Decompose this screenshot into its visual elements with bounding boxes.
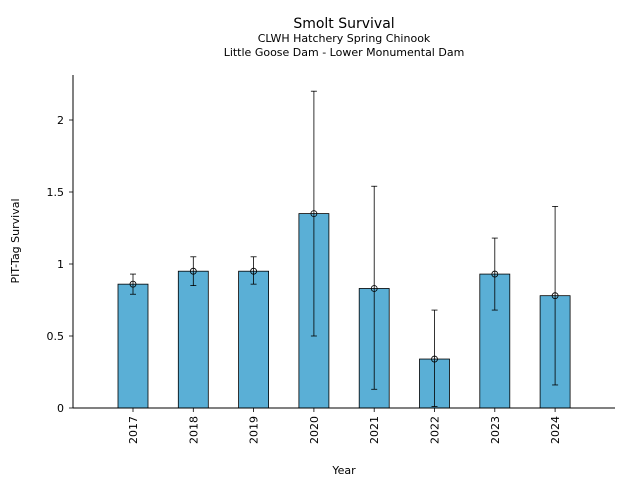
y-ticks-group: 0 0.5 1 1.5 2 xyxy=(47,114,73,415)
errorbars-group xyxy=(130,90,559,407)
x-ticks-group: 2017 2018 2019 2020 2021 2022 2023 2024 xyxy=(127,408,562,444)
y-axis-label: PIT-Tag Survival xyxy=(9,198,22,283)
bar-2023 xyxy=(479,273,511,409)
x-tick-label-2022: 2022 xyxy=(429,416,442,444)
y-tick-label-0: 0 xyxy=(57,402,64,415)
x-tick-label-2023: 2023 xyxy=(489,416,502,444)
y-tick-label-2: 1 xyxy=(57,258,64,271)
chart-subtitle-line-2: Little Goose Dam - Lower Monumental Dam xyxy=(224,46,465,59)
x-tick-label-2019: 2019 xyxy=(248,416,261,444)
x-axis-label: Year xyxy=(331,464,356,477)
point-marker-2018 xyxy=(189,267,197,275)
chart-title: Smolt Survival xyxy=(293,16,394,32)
chart-subtitle-line-1: CLWH Hatchery Spring Chinook xyxy=(258,32,431,45)
bars-group xyxy=(117,213,571,409)
y-tick-label-3: 1.5 xyxy=(47,186,65,199)
x-tick-label-2021: 2021 xyxy=(368,416,381,444)
x-tick-label-2020: 2020 xyxy=(308,416,321,444)
bar-2019 xyxy=(238,270,270,409)
y-tick-label-4: 2 xyxy=(57,114,64,127)
point-marker-2022 xyxy=(431,355,438,363)
x-tick-label-2017: 2017 xyxy=(127,416,140,444)
point-marker-2021 xyxy=(370,285,378,292)
point-marker-2023 xyxy=(491,270,499,278)
point-marker-2020 xyxy=(310,210,318,218)
point-marker-2019 xyxy=(250,267,258,275)
x-tick-label-2018: 2018 xyxy=(187,416,200,444)
bar-2018 xyxy=(177,270,209,409)
x-tick-label-2024: 2024 xyxy=(549,416,562,444)
y-tick-label-1: 0.5 xyxy=(47,330,65,343)
markers-group xyxy=(129,210,559,363)
bar-2017 xyxy=(117,283,149,409)
point-marker-2017 xyxy=(129,280,137,288)
point-marker-2024 xyxy=(551,292,559,300)
